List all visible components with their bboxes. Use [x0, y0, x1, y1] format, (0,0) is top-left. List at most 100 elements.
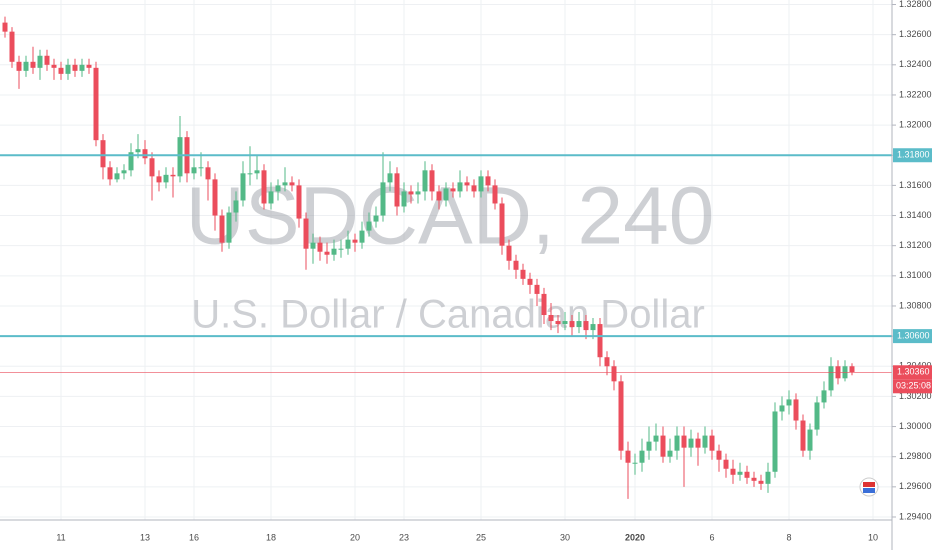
candle-body [527, 278, 533, 285]
candle-body [611, 366, 617, 382]
candle-body [849, 366, 855, 373]
candle-body [93, 67, 99, 141]
y-tick-label: 1.30200 [899, 391, 932, 401]
level-label: 1.30600 [897, 330, 930, 340]
candle-body [142, 149, 148, 159]
candle-body [821, 390, 827, 403]
candle-body [450, 188, 456, 192]
candle-body [758, 480, 764, 484]
candle-body [2, 22, 8, 32]
candle-body [373, 215, 379, 222]
candle-body [422, 170, 428, 192]
x-tick-label: 20 [350, 532, 360, 542]
candle-body [79, 64, 85, 71]
candle-body [541, 293, 547, 316]
candle-body [751, 477, 757, 481]
candle-body [779, 405, 785, 412]
candle-body [499, 203, 505, 246]
candle-body [310, 242, 316, 249]
y-tick-label: 1.32600 [899, 29, 932, 39]
candle-body [695, 438, 701, 448]
flag-icon [859, 477, 879, 497]
candle-body [338, 248, 344, 250]
candle-body [65, 64, 71, 74]
candle-body [429, 170, 435, 192]
candle-body [51, 64, 57, 68]
candle-body [681, 435, 687, 448]
candle-body [485, 176, 491, 186]
candle-body [401, 191, 407, 207]
x-tick-label: 13 [140, 532, 150, 542]
candle-body [464, 182, 470, 186]
candle-body [562, 321, 568, 325]
candle-body [632, 462, 638, 464]
candle-body [765, 471, 771, 484]
candle-body [254, 170, 260, 174]
candle-body [737, 471, 743, 475]
candle-body [793, 399, 799, 421]
candle-body [506, 245, 512, 261]
y-tick-label: 1.29400 [899, 511, 932, 521]
candle-body [800, 420, 806, 451]
candle-body [86, 64, 92, 68]
candle-body [688, 438, 694, 448]
y-tick-label: 1.30800 [899, 300, 932, 310]
candle-body [730, 468, 736, 475]
candle-body [114, 173, 120, 180]
candle-body [296, 185, 302, 219]
candle-body [828, 366, 834, 391]
candle-body [548, 315, 554, 322]
x-tick-label: 23 [399, 532, 409, 542]
y-tick-label: 1.31400 [899, 210, 932, 220]
candle-body [100, 140, 106, 168]
candle-body [408, 191, 414, 195]
candle-body [576, 321, 582, 328]
x-tick-label: 2020 [625, 532, 645, 542]
candle-body [569, 321, 575, 328]
candle-body [156, 176, 162, 183]
watermark-subtitle: U.S. Dollar / Canadian Dollar [191, 293, 705, 337]
y-tick-label: 1.32200 [899, 89, 932, 99]
candle-body [44, 55, 50, 65]
y-tick-label: 1.29600 [899, 481, 932, 491]
candle-body [121, 170, 127, 174]
level-label-box [893, 329, 932, 344]
candle-body [177, 137, 183, 177]
candle-body [534, 284, 540, 294]
candle-body [16, 61, 22, 71]
candle-body [205, 167, 211, 180]
x-tick-label: 11 [56, 532, 65, 542]
y-tick-label: 1.31600 [899, 180, 932, 190]
y-tick-label: 1.30000 [899, 421, 932, 431]
candle-body [191, 167, 197, 174]
candle-body [674, 435, 680, 451]
candle-body [807, 429, 813, 451]
candle-body [72, 64, 78, 71]
candle-body [240, 173, 246, 201]
candle-body [233, 200, 239, 213]
candle-body [415, 191, 421, 195]
candle-body [597, 324, 603, 358]
watermark-title: USDCAD, 240 [186, 171, 715, 262]
candle-body [380, 182, 386, 216]
candle-body [443, 188, 449, 201]
candle-body [359, 230, 365, 243]
candle-body [366, 221, 372, 231]
candle-body [163, 174, 169, 183]
candle-body [30, 61, 36, 68]
candle-body [282, 182, 288, 186]
candle-body [58, 67, 64, 74]
candle-body [639, 450, 645, 463]
candle-body [247, 173, 253, 175]
countdown-box [893, 379, 932, 394]
candle-body [555, 321, 561, 325]
candle-body [667, 450, 673, 457]
candle-body [345, 239, 351, 249]
candle-body [198, 167, 204, 169]
y-tick-label: 1.31000 [899, 270, 932, 280]
x-tick-label: 8 [786, 532, 791, 542]
candle-body [583, 321, 589, 331]
x-tick-label: 16 [189, 532, 199, 542]
candle-body [37, 55, 43, 68]
